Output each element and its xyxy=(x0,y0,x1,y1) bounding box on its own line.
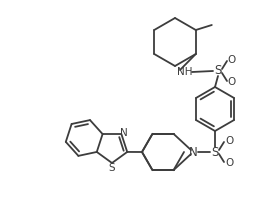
Text: NH: NH xyxy=(177,67,193,77)
Text: S: S xyxy=(214,65,222,78)
Text: O: O xyxy=(225,158,233,168)
Text: O: O xyxy=(228,77,236,87)
Text: O: O xyxy=(228,55,236,65)
Text: O: O xyxy=(225,136,233,146)
Text: S: S xyxy=(109,163,115,173)
Text: S: S xyxy=(211,145,219,159)
Text: N: N xyxy=(120,128,127,138)
Text: N: N xyxy=(189,145,197,159)
